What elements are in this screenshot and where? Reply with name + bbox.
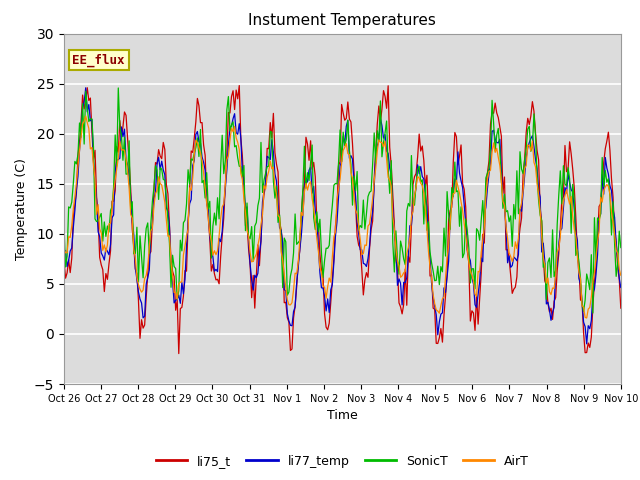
li77_temp <box>583 341 591 347</box>
SonicT <box>588 252 595 258</box>
li75_t <box>248 295 255 300</box>
SonicT <box>115 85 122 91</box>
AirT <box>617 272 625 278</box>
SonicT <box>617 245 625 251</box>
li75_t <box>129 226 136 232</box>
AirT <box>305 181 313 187</box>
li77_temp <box>82 85 90 91</box>
li77_temp <box>60 248 68 254</box>
li77_temp <box>617 285 625 290</box>
Y-axis label: Temperature (C): Temperature (C) <box>15 158 28 260</box>
SonicT <box>589 310 596 316</box>
AirT <box>583 315 591 321</box>
Text: EE_flux: EE_flux <box>72 53 125 67</box>
AirT <box>60 246 68 252</box>
SonicT <box>305 178 313 183</box>
Title: Instument Temperatures: Instument Temperatures <box>248 13 436 28</box>
SonicT <box>255 195 263 201</box>
SonicT <box>60 224 68 229</box>
AirT <box>130 247 138 252</box>
SonicT <box>130 251 138 257</box>
AirT <box>246 250 254 256</box>
Line: li77_temp: li77_temp <box>64 88 621 344</box>
li75_t <box>228 94 236 99</box>
li75_t <box>60 257 68 263</box>
X-axis label: Time: Time <box>327 409 358 422</box>
li75_t <box>175 351 182 357</box>
li77_temp <box>246 261 254 267</box>
AirT <box>255 235 263 240</box>
li77_temp <box>589 290 596 296</box>
SonicT <box>246 236 254 242</box>
li75_t <box>307 138 314 144</box>
Line: li75_t: li75_t <box>64 85 621 354</box>
AirT <box>589 278 596 284</box>
li77_temp <box>255 251 263 257</box>
li75_t <box>236 83 243 88</box>
Line: AirT: AirT <box>64 116 621 318</box>
AirT <box>228 125 236 131</box>
Legend: li75_t, li77_temp, SonicT, AirT: li75_t, li77_temp, SonicT, AirT <box>151 450 534 473</box>
li77_temp <box>130 231 138 237</box>
li75_t <box>589 303 596 309</box>
Line: SonicT: SonicT <box>64 88 621 313</box>
SonicT <box>228 122 236 128</box>
li75_t <box>257 237 265 243</box>
li75_t <box>617 305 625 311</box>
AirT <box>82 113 90 119</box>
li77_temp <box>305 168 313 173</box>
li77_temp <box>228 123 236 129</box>
